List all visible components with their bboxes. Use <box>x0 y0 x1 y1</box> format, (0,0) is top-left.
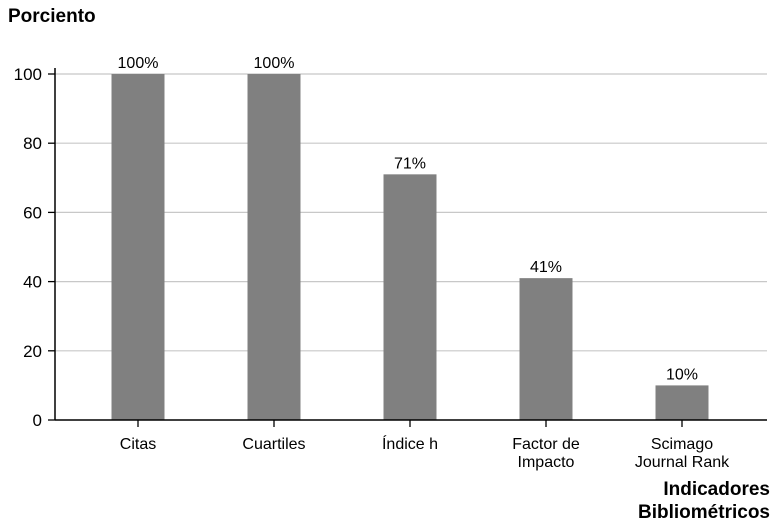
labels: 0 20 40 60 80 100 100% 100% 71% 41% 10% Citas Cuarti… <box>14 55 731 471</box>
y-tick-label: 60 <box>23 203 42 222</box>
bar <box>655 385 709 420</box>
x-tick-label: Índice h <box>382 434 438 453</box>
bar <box>383 174 437 420</box>
y-tick-label: 80 <box>23 134 42 153</box>
x-tick-label: Cuartiles <box>242 436 305 453</box>
data-label: 71% <box>394 155 426 172</box>
y-axis-title: Porciento <box>8 6 96 27</box>
x-tick-label: Scimago Journal Rank <box>635 436 730 471</box>
y-tick-label: 0 <box>33 411 42 430</box>
bar <box>111 74 165 420</box>
bar <box>247 74 301 420</box>
y-tick-label: 20 <box>23 342 42 361</box>
y-tick-label: 100 <box>14 65 42 84</box>
bars <box>111 74 709 420</box>
bar <box>519 278 573 420</box>
axes <box>48 68 767 427</box>
data-label: 100% <box>118 55 159 72</box>
x-tick-label: Factor de Impacto <box>512 436 580 471</box>
x-axis-title: Indicadores Bibliométricos <box>638 479 770 523</box>
y-tick-label: 40 <box>23 273 42 292</box>
x-tick-label: Citas <box>120 436 156 453</box>
data-label: 41% <box>530 259 562 276</box>
data-label: 10% <box>666 366 698 383</box>
data-label: 100% <box>254 55 295 72</box>
